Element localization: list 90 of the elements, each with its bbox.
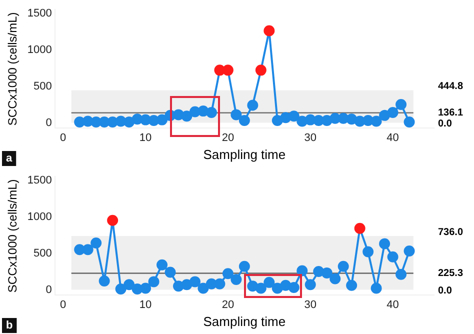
point	[264, 276, 275, 288]
band-label: 736.0	[438, 226, 464, 238]
point	[296, 265, 308, 276]
x-tick-label: 40	[386, 298, 399, 311]
point	[404, 116, 415, 128]
text: a	[6, 152, 13, 165]
point	[338, 260, 349, 272]
point	[164, 266, 176, 278]
point	[74, 244, 86, 256]
point	[173, 280, 184, 292]
point	[222, 64, 234, 76]
point	[313, 266, 324, 277]
point	[354, 222, 366, 234]
x-tick-label: 20	[222, 132, 234, 144]
y-tick-label: 1000	[27, 210, 52, 223]
y-tick-label: 500	[34, 80, 52, 92]
y-tick-label: 0	[46, 284, 52, 296]
point	[255, 282, 266, 294]
point	[230, 274, 242, 286]
point	[404, 246, 415, 257]
point	[396, 98, 407, 110]
point	[387, 107, 398, 118]
x-tick-label: 40	[386, 132, 399, 144]
ref-line-label: 225.3	[438, 268, 464, 280]
text: 0.0	[438, 285, 452, 296]
point	[238, 260, 250, 272]
point	[330, 273, 341, 284]
band-label: 444.8	[438, 81, 464, 92]
x-axis-title: Sampling time	[203, 146, 286, 162]
point	[288, 282, 300, 294]
point	[387, 251, 398, 262]
point	[362, 246, 374, 258]
x-tick-label: 10	[139, 298, 152, 311]
point	[115, 283, 126, 294]
point	[156, 259, 168, 270]
x-tick-label: 30	[304, 132, 316, 144]
text: 0.0	[438, 118, 452, 130]
point	[247, 280, 258, 292]
point	[214, 278, 226, 290]
point	[396, 268, 407, 280]
x-axis-title: Sampling time	[203, 314, 286, 329]
x-tick-label: 0	[60, 132, 66, 144]
point	[264, 25, 275, 36]
point	[321, 267, 332, 278]
point	[206, 107, 217, 118]
y-axis-title: SCCx1000 (cells/mL)	[6, 179, 20, 293]
point	[379, 110, 390, 121]
x-tick-label: 30	[304, 298, 316, 311]
point	[288, 110, 300, 122]
point	[346, 280, 358, 291]
point	[181, 110, 192, 122]
y-tick-label: 1000	[27, 44, 52, 56]
point	[148, 276, 160, 288]
point	[222, 268, 234, 280]
point	[198, 282, 209, 294]
point	[98, 275, 110, 286]
ref-line-label: 136.1	[438, 108, 464, 119]
y-tick-label: 1500	[27, 7, 52, 20]
point	[82, 244, 94, 256]
y-axis-title: SCCx1000 (cells/mL)	[6, 12, 20, 126]
point	[362, 115, 374, 126]
point	[156, 114, 168, 126]
x-tick-label: 10	[139, 132, 152, 144]
point	[272, 282, 283, 294]
y-tick-label: 1500	[27, 174, 52, 186]
point	[370, 282, 382, 294]
point	[346, 114, 358, 125]
text: b	[6, 320, 13, 332]
point	[280, 112, 292, 124]
point	[230, 109, 242, 120]
point	[321, 115, 332, 126]
y-tick-label: 500	[34, 247, 52, 260]
point	[238, 115, 250, 126]
point	[124, 279, 135, 290]
point	[247, 100, 258, 111]
x-tick-label: 20	[222, 298, 234, 311]
point	[255, 64, 266, 76]
point	[272, 115, 283, 126]
point	[124, 116, 135, 128]
point	[280, 280, 292, 291]
point	[181, 279, 192, 290]
point	[370, 116, 382, 127]
point	[379, 238, 390, 250]
point	[304, 279, 316, 290]
point	[189, 276, 200, 288]
point	[140, 282, 152, 294]
point	[90, 238, 102, 249]
point	[107, 214, 118, 226]
y-tick-label: 0	[46, 116, 52, 129]
x-tick-label: 0	[60, 298, 66, 311]
